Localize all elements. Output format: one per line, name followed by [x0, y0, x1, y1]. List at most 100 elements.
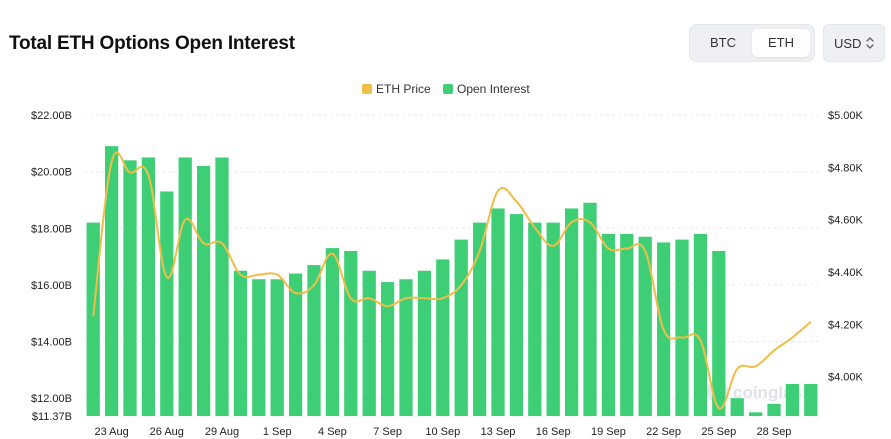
open-interest-bar[interactable]	[546, 222, 560, 416]
eth-price-point	[569, 219, 575, 225]
open-interest-bar[interactable]	[730, 398, 744, 416]
open-interest-bar[interactable]	[675, 239, 689, 416]
left-axis-tick-label: $20.00B	[31, 167, 72, 179]
open-interest-bar[interactable]	[362, 270, 376, 416]
x-axis-tick-label: 19 Sep	[591, 426, 626, 438]
eth-price-point	[679, 334, 685, 340]
open-interest-bar[interactable]	[748, 412, 763, 416]
eth-price-point	[274, 272, 280, 278]
currency-select[interactable]: USD	[823, 24, 885, 62]
right-axis-tick-label: $4.40K	[828, 267, 864, 279]
open-interest-bar[interactable]	[601, 233, 616, 416]
open-interest-bar[interactable]	[252, 279, 266, 416]
open-interest-bar[interactable]	[528, 222, 542, 416]
chart-title: Total ETH Options Open Interest	[9, 33, 295, 54]
x-axis-tick-label: 25 Sep	[701, 426, 736, 438]
eth-price-point	[348, 295, 354, 301]
open-interest-bar[interactable]	[454, 239, 468, 416]
open-interest-bar[interactable]	[325, 248, 340, 416]
open-interest-bar[interactable]	[380, 282, 395, 416]
open-interest-bar[interactable]	[785, 384, 800, 416]
legend-label-open-interest: Open Interest	[457, 82, 530, 96]
eth-price-point	[145, 172, 151, 178]
open-interest-bar[interactable]	[196, 165, 211, 416]
eth-price-point	[440, 295, 446, 301]
left-axis-tick-label: $18.00B	[31, 223, 72, 235]
eth-price-point	[716, 405, 722, 411]
right-axis: $4.00K $4.20K $4.40K $4.60K $4.80K $5.00K	[828, 110, 864, 384]
x-axis-tick-label: 4 Sep	[318, 426, 347, 438]
open-interest-bar[interactable]	[399, 279, 413, 416]
eth-price-point	[127, 170, 133, 176]
legend-swatch-open-interest	[443, 84, 453, 94]
x-axis-tick-label: 7 Sep	[373, 426, 402, 438]
open-interest-bars	[86, 146, 818, 416]
open-interest-bar[interactable]	[638, 236, 652, 416]
open-interest-bar[interactable]	[178, 157, 192, 416]
eth-price-point	[513, 198, 519, 204]
open-interest-bar[interactable]	[307, 265, 321, 416]
x-axis-tick-label: 1 Sep	[263, 426, 292, 438]
grid-lines	[84, 114, 820, 417]
left-axis: $11.37B $12.00B $14.00B $16.00B $18.00B $20.0…	[31, 110, 72, 423]
open-interest-bar[interactable]	[141, 157, 156, 416]
open-interest-bar[interactable]	[472, 222, 487, 416]
legend: ETH Price Open Interest	[362, 82, 530, 96]
open-interest-bar[interactable]	[509, 214, 524, 416]
open-interest-bar[interactable]	[767, 403, 781, 416]
eth-price-point	[182, 217, 188, 223]
eth-price-point	[605, 245, 611, 251]
eth-price-point	[532, 225, 538, 231]
open-interest-bar[interactable]	[436, 259, 450, 416]
open-interest-bar[interactable]	[233, 270, 248, 416]
legend-item-eth-price[interactable]: ETH Price	[362, 82, 431, 96]
btc-tab[interactable]: BTC	[710, 35, 736, 50]
legend-item-open-interest[interactable]: Open Interest	[443, 82, 530, 96]
eth-price-point	[366, 295, 372, 301]
open-interest-bar[interactable]	[104, 146, 119, 416]
open-interest-bar[interactable]	[583, 202, 597, 416]
eth-price-point	[256, 272, 262, 278]
eth-price-point	[219, 240, 225, 246]
eth-price-point	[458, 282, 464, 288]
eth-price-point	[421, 295, 427, 301]
open-interest-bar[interactable]	[417, 270, 432, 416]
eth-price-point	[587, 219, 593, 225]
open-interest-bar[interactable]	[564, 208, 579, 416]
eth-price-point	[109, 159, 115, 165]
eth-price-point	[624, 245, 630, 251]
x-axis-tick-label: 23 Aug	[94, 426, 128, 438]
open-interest-bar[interactable]	[804, 384, 818, 416]
open-interest-bar[interactable]	[620, 233, 634, 416]
open-interest-bar[interactable]	[491, 208, 505, 416]
open-interest-bar[interactable]	[344, 250, 358, 416]
legend-swatch-eth-price	[362, 84, 372, 94]
eth-price-line[interactable]	[92, 151, 812, 410]
eth-price-point	[237, 272, 243, 278]
x-axis-tick-label: 26 Aug	[150, 426, 184, 438]
right-axis-tick-label: $4.60K	[828, 215, 864, 227]
open-interest-bar[interactable]	[160, 191, 174, 416]
legend-label-eth-price: ETH Price	[376, 82, 431, 96]
eth-price-point	[771, 348, 777, 354]
eth-price-line-group	[92, 151, 812, 411]
open-interest-bar[interactable]	[270, 279, 284, 416]
open-interest-bar[interactable]	[712, 250, 726, 416]
left-axis-tick-label: $12.00B	[31, 393, 72, 405]
right-axis-tick-label: $4.80K	[828, 162, 864, 174]
eth-price-point	[164, 274, 170, 280]
x-axis-tick-label: 22 Sep	[646, 426, 681, 438]
open-interest-bar[interactable]	[215, 157, 229, 416]
x-axis-tick-label: 13 Sep	[481, 426, 516, 438]
open-interest-bar[interactable]	[693, 233, 708, 416]
open-interest-bar[interactable]	[86, 222, 100, 416]
open-interest-bar[interactable]	[123, 160, 137, 416]
asset-toggle: BTC ETH	[689, 24, 815, 62]
open-interest-bar[interactable]	[288, 273, 303, 416]
right-axis-tick-label: $5.00K	[828, 110, 864, 122]
right-axis-tick-label: $4.00K	[828, 372, 864, 384]
eth-price-point	[789, 334, 795, 340]
eth-tab[interactable]: ETH	[752, 29, 810, 57]
watermark-text: coinglass	[733, 383, 811, 402]
